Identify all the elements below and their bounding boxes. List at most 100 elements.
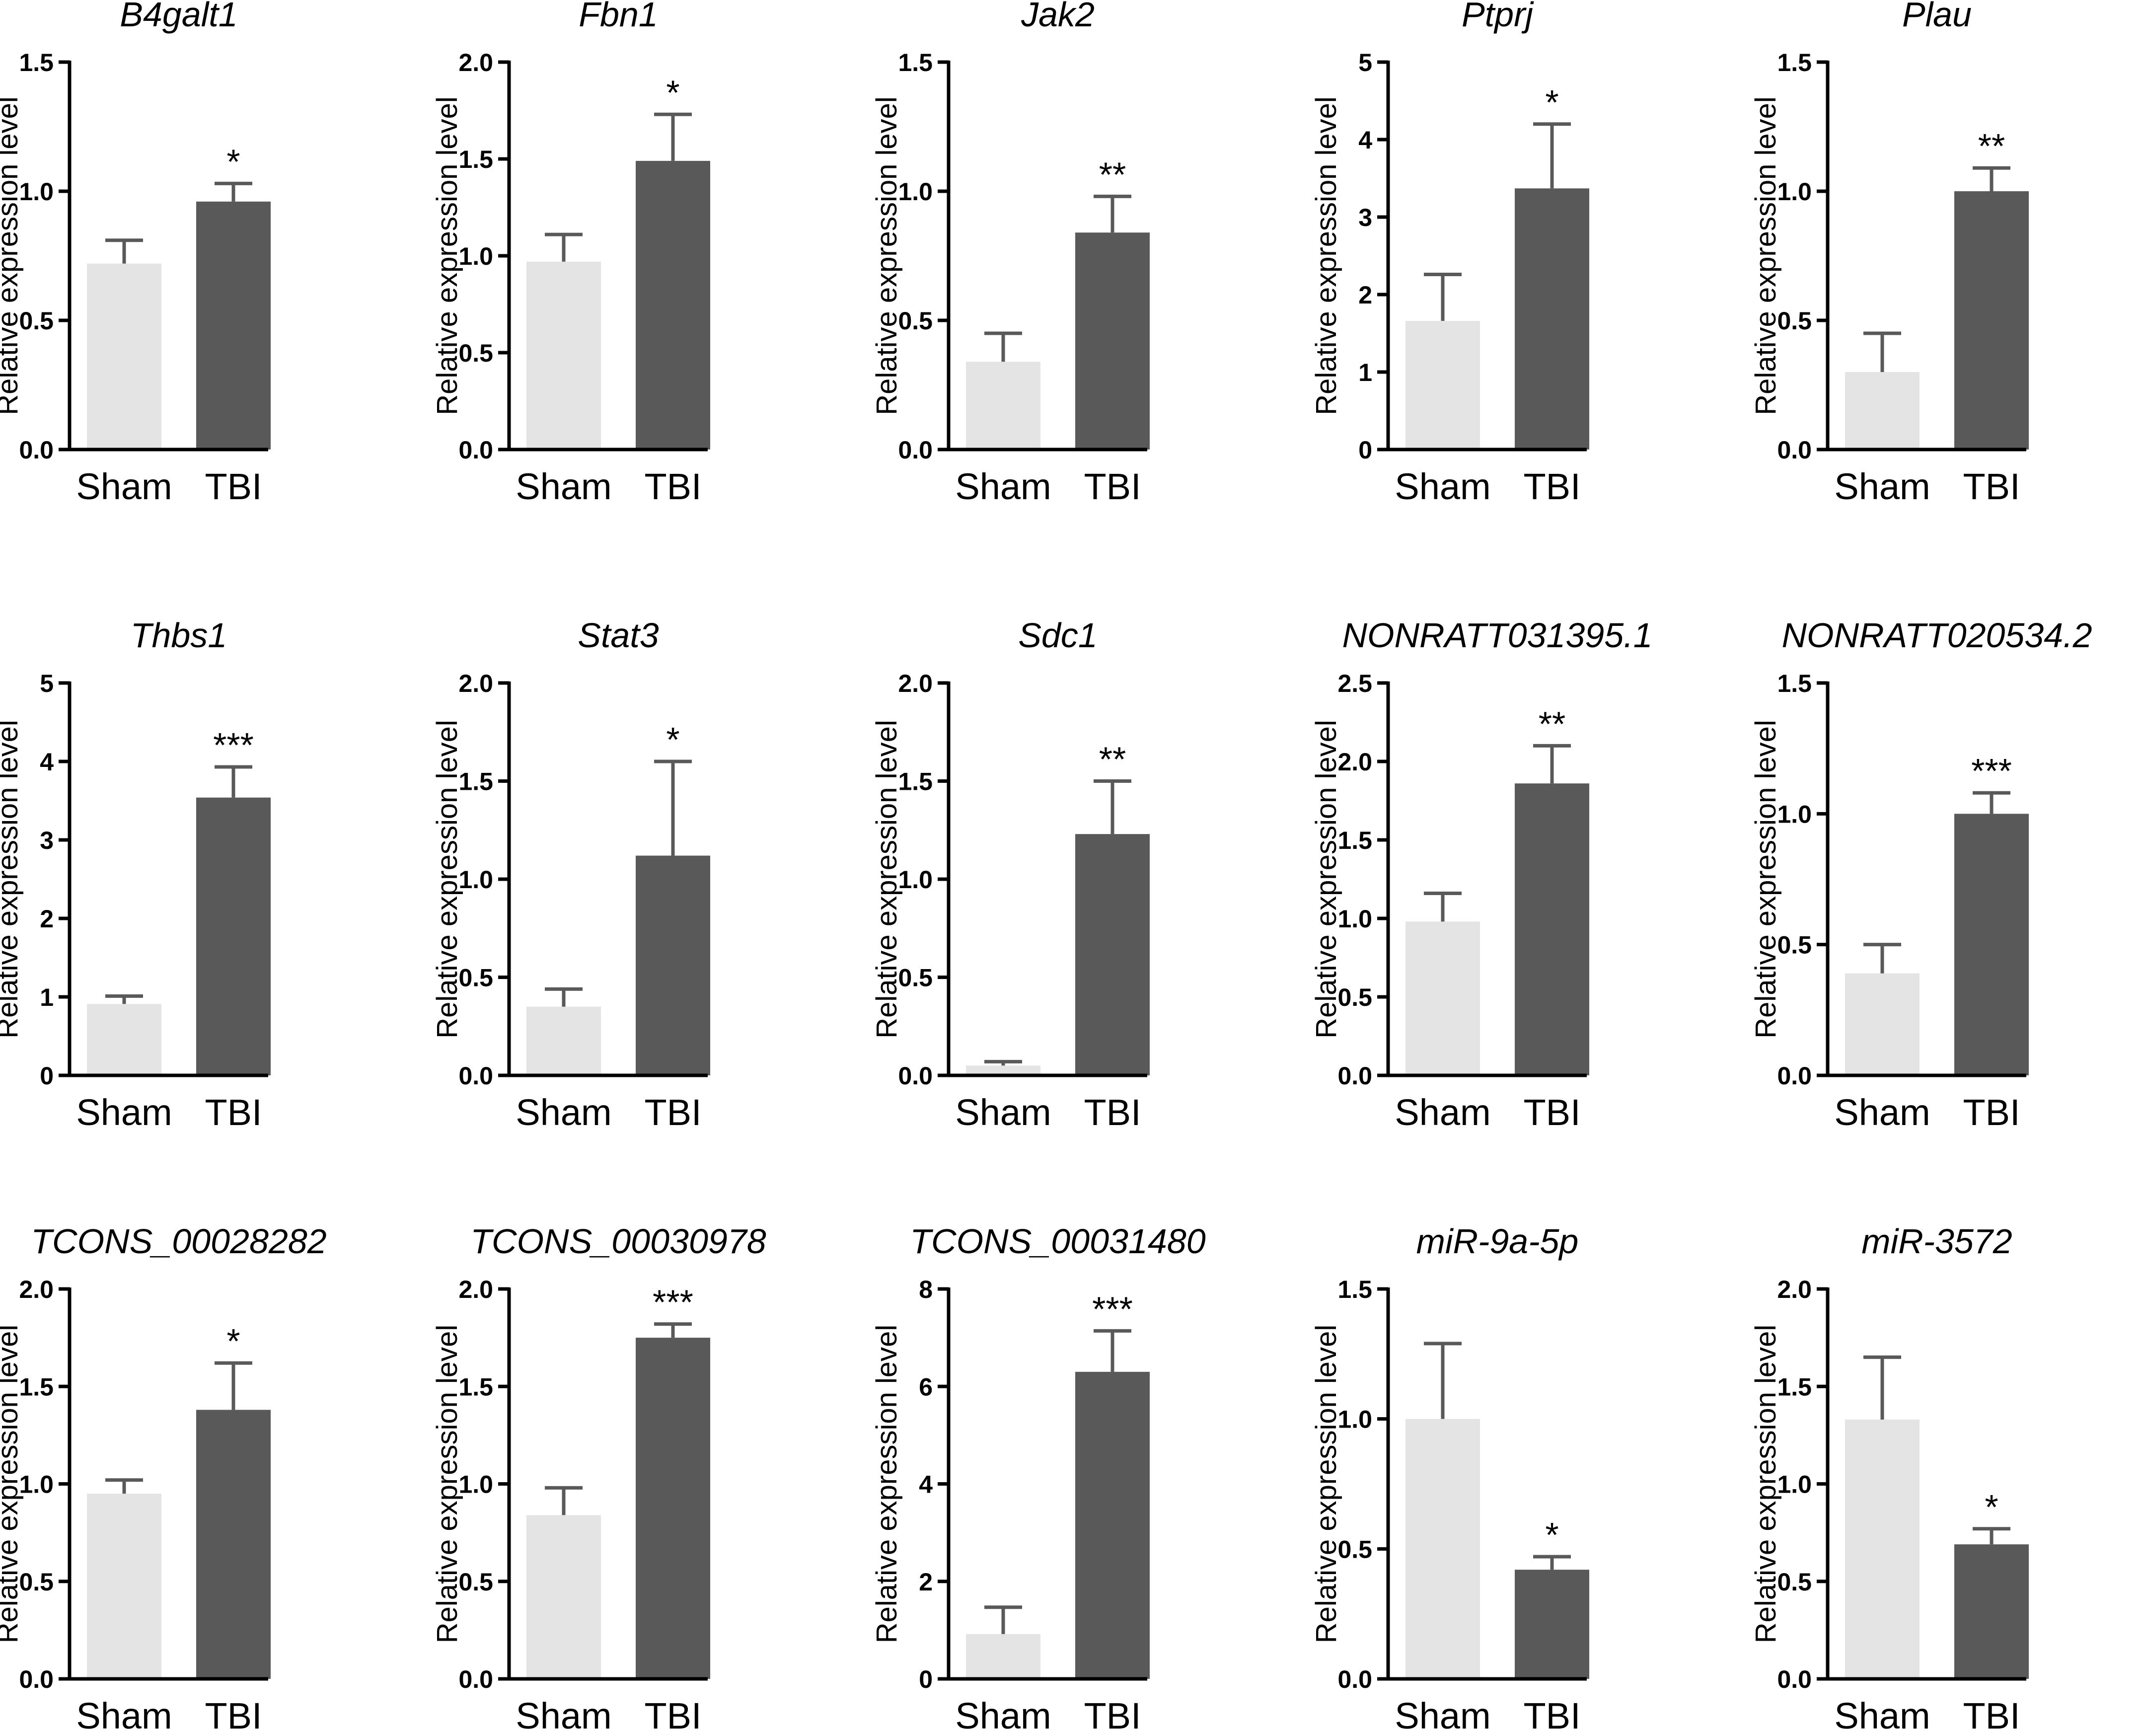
y-tick-label: 1.5 [19,1373,54,1401]
panel-5: Plau Relative expression level Sham TBI ** 0.… [1750,0,2029,507]
y-tick-label: 5 [40,670,54,697]
panel-11: TCONS_00028282 Relative expression level S… [0,1222,327,1736]
x-tick-label: Sham [955,466,1051,507]
bar-sham [526,1515,601,1679]
bar-tbi [1515,783,1589,1075]
y-tick-label: 2.0 [19,1276,54,1303]
bar-tbi [196,1410,271,1679]
y-axis-label: Relative expression level [431,96,463,415]
y-tick-label: 2.0 [458,49,493,76]
y-tick-label: 0.0 [898,1062,933,1090]
y-tick-label: 1.5 [458,1373,493,1401]
y-tick-label: 0.0 [1777,1665,1812,1693]
y-tick-label: 1 [40,983,54,1011]
y-tick-label: 1.5 [1337,1276,1372,1303]
y-tick-label: 0 [1358,436,1372,464]
y-tick-label: 1.5 [458,146,493,173]
x-tick-label: Sham [1395,1092,1490,1133]
x-tick-label: TBI [205,466,262,507]
panel-title: Fbn1 [579,0,658,34]
y-axis-label: Relative expression level [431,1325,463,1644]
panel-title: miR-9a-5p [1416,1222,1579,1261]
y-tick-label: 2.0 [458,670,493,697]
bar-tbi [1515,188,1589,450]
panel-15: miR-3572 Relative expression level Sham TBI… [1750,1222,2029,1736]
y-tick-label: 0.5 [1777,307,1812,335]
significance-marker: *** [1092,1289,1133,1328]
significance-marker: * [1545,1515,1558,1554]
significance-marker: *** [1971,752,2012,790]
y-axis-label: Relative expression level [871,96,903,415]
x-tick-label: TBI [644,466,701,507]
x-tick-label: Sham [1395,466,1490,507]
y-axis-label: Relative expression level [1310,1325,1342,1644]
x-tick-label: TBI [644,1695,701,1736]
y-tick-label: 1.0 [458,1471,493,1499]
panel-1: B4galt1 Relative expression level Sham TBI *… [0,0,271,507]
x-tick-label: TBI [205,1695,262,1736]
significance-marker: * [666,73,679,112]
bar-sham [966,362,1040,450]
bar-tbi [1075,1371,1150,1679]
panel-14: miR-9a-5p Relative expression level Sham TB… [1310,1222,1589,1736]
y-tick-label: 4 [40,748,54,776]
bar-sham [1405,921,1480,1075]
bar-tbi [196,797,271,1075]
x-tick-label: TBI [644,1092,701,1133]
x-tick-label: Sham [516,1695,611,1736]
significance-marker: * [226,142,240,181]
x-tick-label: Sham [1834,466,1930,507]
bar-sham [1845,973,1920,1075]
panel-title: B4galt1 [120,0,237,34]
y-tick-label: 5 [1358,49,1372,76]
y-tick-label: 2 [40,905,54,933]
bar-sham [966,1065,1040,1075]
bar-sham [87,1004,161,1075]
panel-7: Stat3 Relative expression level Sham TBI * 0.… [431,616,710,1133]
y-tick-label: 1.5 [1777,670,1812,697]
panel-12: TCONS_00030978 Relative expression level S… [431,1222,766,1736]
panel-title: TCONS_00030978 [470,1222,766,1261]
y-axis-label: Relative expression level [431,720,463,1039]
y-tick-label: 1.5 [1777,1373,1812,1401]
y-tick-label: 1.0 [19,1471,54,1499]
panel-title: NONRATT020534.2 [1781,616,2092,655]
significance-marker: ** [1099,155,1126,194]
significance-marker: ** [1539,704,1565,743]
panel-4: Ptprj Relative expression level Sham TBI * 0 1… [1310,0,1589,507]
y-tick-label: 0.5 [1337,983,1372,1011]
y-tick-label: 1.5 [458,768,493,796]
y-axis-label: Relative expression level [1750,1325,1782,1644]
y-tick-label: 0.5 [1337,1535,1372,1563]
bar-tbi [1954,191,2029,450]
panel-title: Ptprj [1462,0,1534,34]
y-tick-label: 0.5 [458,339,493,367]
y-axis-label: Relative expression level [0,720,24,1039]
y-tick-label: 4 [919,1471,933,1499]
y-tick-label: 3 [40,827,54,854]
y-tick-label: 0.0 [458,436,493,464]
bar-tbi [636,855,710,1075]
x-tick-label: Sham [76,1092,172,1133]
y-axis-label: Relative expression level [1750,720,1782,1039]
x-tick-label: Sham [1834,1092,1930,1133]
bar-sham [1845,372,1920,450]
panel-title: Thbs1 [131,616,227,655]
x-tick-label: Sham [516,1092,611,1133]
panel-title: Plau [1902,0,1972,34]
y-tick-label: 1.5 [898,49,933,76]
y-tick-label: 0.5 [898,964,933,992]
x-tick-label: Sham [955,1092,1051,1133]
panel-3: Jak2 Relative expression level Sham TBI ** 0.… [871,0,1150,507]
bar-sham [526,261,601,450]
panel-title: Jak2 [1021,0,1095,34]
significance-marker: * [226,1322,240,1360]
y-axis-label: Relative expression level [1310,720,1342,1039]
y-tick-label: 0.0 [1337,1062,1372,1090]
y-tick-label: 1.5 [1777,49,1812,76]
panel-title: NONRATT031395.1 [1342,616,1652,655]
x-tick-label: TBI [1963,1092,2020,1133]
bar-tbi [1515,1570,1589,1679]
panel-10: NONRATT020534.2 Relative expression level… [1750,616,2092,1133]
